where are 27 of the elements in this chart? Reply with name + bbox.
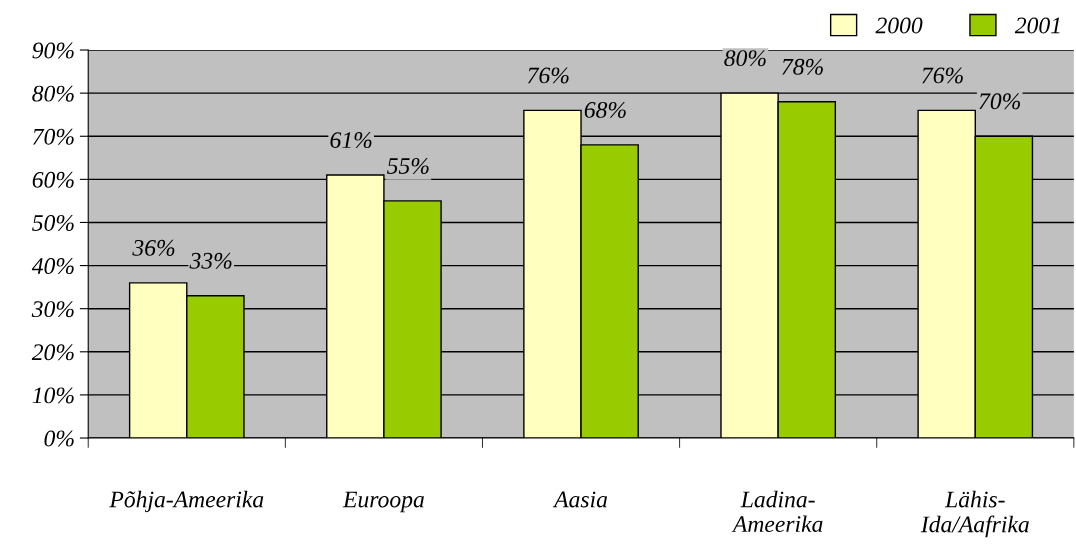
data-label: 68% [584,101,626,118]
y-tick-label: 10% [32,387,74,404]
x-tick-label: Ladina- Ameerika [731,490,823,533]
y-tick-label: 70% [33,128,74,145]
data-label: 36% [132,239,175,256]
legend-label: 2000 [875,17,923,34]
data-label: 80% [724,50,766,67]
data-label: 78% [782,58,823,75]
y-tick-label: 50% [32,214,74,231]
x-tick-label: Lähis- Ida/Aafrika [920,490,1029,538]
y-tick-label: 90% [32,42,74,59]
y-tick-label: 30% [31,301,74,318]
y-tick-label: 20% [31,344,74,361]
y-tick-label: 40% [31,258,74,275]
data-label: 55% [387,157,429,174]
y-tick-label: 80% [32,85,74,102]
data-label: 70% [979,93,1020,110]
data-label: 76% [922,67,963,84]
y-tick-label: 60% [32,171,74,188]
data-label: 76% [528,67,569,84]
data-label: 33% [189,252,232,269]
x-tick-label: Aasia [552,491,608,508]
x-tick-label: Põhja-Ameerika [109,490,264,513]
y-tick-label: 0% [44,430,74,447]
data-label: 61% [330,132,372,149]
legend-label: 2001 [1014,17,1060,34]
x-tick-label: Euroopa [342,491,424,513]
